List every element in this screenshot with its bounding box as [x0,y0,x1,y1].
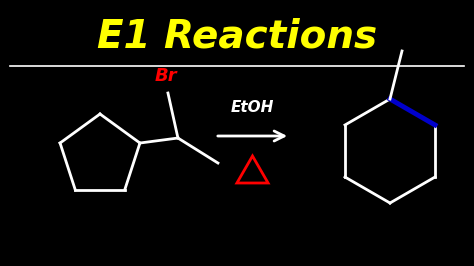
Text: E1 Reactions: E1 Reactions [97,17,377,55]
Text: Br: Br [155,67,177,85]
Text: EtOH: EtOH [231,101,274,115]
